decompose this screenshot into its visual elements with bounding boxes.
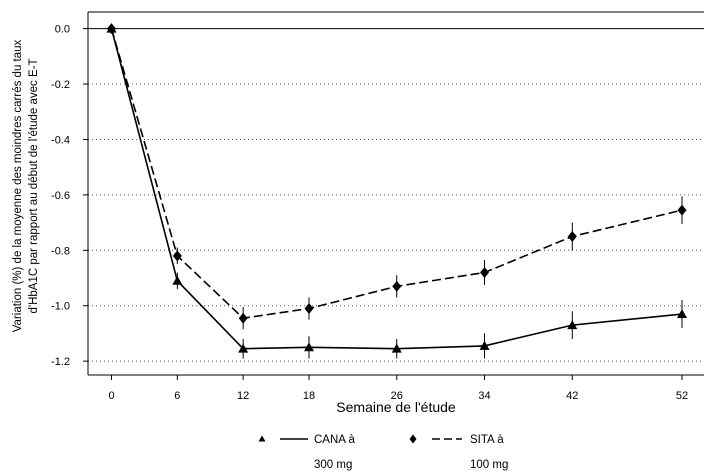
y-tick-label-0: 0.0	[55, 24, 70, 36]
legend-item-cana: CANA à 300 mg	[258, 434, 356, 471]
gridlines	[88, 28, 704, 362]
legend: CANA à 300 mg SITA à 100 mg	[258, 434, 508, 471]
point-0-7	[677, 309, 687, 319]
y-axis-title: Variation (%) de la moyenne des moindres…	[12, 39, 40, 332]
legend-item-sita: SITA à 100 mg	[409, 434, 508, 471]
series-0	[106, 23, 687, 359]
legend-marker-diamond	[409, 434, 417, 444]
point-0-3	[303, 342, 314, 352]
legend-label-sita-line-2: 100 mg	[470, 459, 508, 471]
x-tick-label-4: 26	[391, 390, 403, 402]
series-1	[107, 23, 687, 330]
point-1-0	[107, 23, 116, 35]
series-line-1	[110, 28, 683, 320]
point-1-2	[238, 312, 248, 324]
x-tick-label-2: 12	[237, 390, 249, 402]
point-1-3	[304, 302, 314, 314]
point-1-1	[172, 250, 182, 262]
x-tick-label-5: 34	[478, 390, 490, 402]
y-tick-label-2: -0.4	[51, 134, 70, 146]
point-1-5	[480, 266, 490, 278]
legend-label-cana-line-2: 300 mg	[314, 459, 352, 471]
point-0-4	[391, 343, 402, 353]
point-1-6	[567, 230, 577, 242]
x-axis: 0 6 12 18 26 34 42 52	[108, 375, 688, 402]
point-0-1	[172, 275, 183, 285]
x-tick-label-1: 6	[174, 390, 180, 402]
point-1-7	[677, 204, 687, 216]
legend-marker-triangle	[258, 435, 266, 442]
y-axis-title-line-1: Variation (%) de la moyenne des moindres…	[12, 39, 24, 332]
y-tick-label-1: -0.2	[51, 79, 70, 91]
x-tick-label-6: 42	[566, 390, 578, 402]
point-0-5	[479, 340, 490, 350]
x-tick-label-0: 0	[108, 390, 114, 402]
x-tick-label-3: 18	[303, 390, 315, 402]
y-axis-title-line-2: d'HbA1C par rapport au début de l'étude …	[28, 59, 40, 314]
y-axis: 0.0 -0.2 -0.4 -0.6 -0.8 -1.0 -1.2	[51, 24, 88, 368]
x-axis-title: Semaine de l'étude	[336, 399, 456, 415]
y-tick-label-5: -1.0	[51, 301, 70, 313]
point-1-4	[392, 280, 402, 292]
legend-label-cana-line-1: CANA à	[314, 434, 356, 446]
x-tick-label-7: 52	[676, 390, 688, 402]
series-line-0	[110, 28, 683, 350]
y-tick-label-4: -0.8	[51, 245, 70, 257]
point-0-6	[567, 320, 578, 330]
series-layer	[106, 23, 687, 359]
plot-area	[87, 11, 704, 376]
point-0-2	[238, 343, 249, 353]
y-tick-label-6: -1.2	[51, 356, 70, 368]
y-tick-label-3: -0.6	[51, 190, 70, 202]
legend-label-sita-line-1: SITA à	[470, 434, 504, 446]
